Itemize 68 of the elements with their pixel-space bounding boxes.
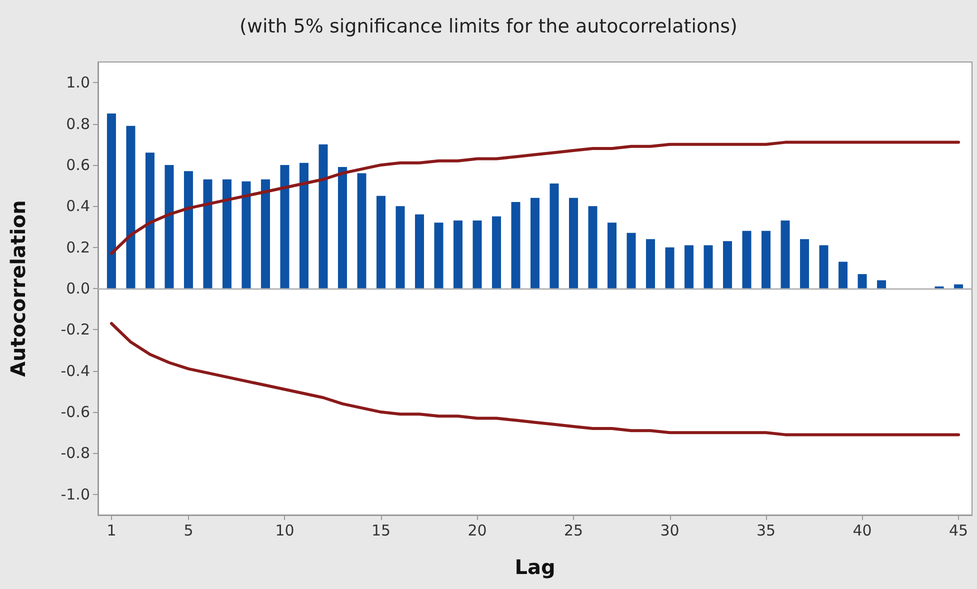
bar: [453, 220, 462, 288]
bar: [260, 179, 270, 288]
bar: [203, 179, 212, 288]
bar: [472, 220, 482, 288]
bar: [376, 196, 386, 288]
bar: [954, 284, 964, 288]
x-tick-label: 5: [184, 522, 194, 540]
x-tick-label: 25: [564, 522, 584, 540]
y-tick-label: -0.6: [60, 403, 90, 422]
bar: [742, 230, 752, 288]
bar: [492, 216, 501, 288]
bar: [184, 171, 193, 288]
bar: [608, 222, 617, 288]
bar: [530, 198, 540, 288]
chart-title: (with 5% significance limits for the autocorrelations): [240, 16, 738, 38]
bar: [569, 198, 578, 288]
bar: [819, 245, 828, 288]
y-tick-label: 0.4: [66, 197, 90, 216]
x-tick-label: 45: [948, 522, 968, 540]
bar: [646, 239, 656, 288]
bar: [511, 202, 520, 288]
bar: [434, 222, 444, 288]
bar: [780, 220, 790, 288]
bar: [684, 245, 694, 288]
y-tick-label: -0.8: [60, 444, 90, 462]
x-tick-label: 30: [660, 522, 680, 540]
bar: [762, 230, 771, 288]
bar: [550, 183, 559, 288]
bar: [838, 262, 848, 288]
bar: [588, 206, 598, 288]
x-tick-label: 35: [756, 522, 776, 540]
bar: [338, 167, 347, 288]
line-series: [110, 322, 960, 436]
bar: [877, 280, 886, 288]
bar: [222, 179, 232, 288]
x-axis-title: Lag: [514, 555, 556, 579]
bar: [414, 214, 424, 288]
bar: [145, 152, 154, 288]
line-series: [110, 140, 960, 255]
bar: [164, 164, 174, 288]
x-tick-label: 10: [275, 522, 294, 540]
y-tick-label: 0.0: [66, 280, 90, 298]
y-tick-label: 0.2: [66, 238, 90, 256]
bar: [626, 232, 636, 288]
bar: [723, 241, 732, 288]
x-tick-label: 20: [468, 522, 487, 540]
y-tick-label: 1.0: [66, 74, 90, 92]
bar: [396, 206, 405, 288]
y-tick-label: -0.2: [60, 320, 90, 339]
bar: [318, 144, 328, 288]
x-tick-label: 1: [106, 522, 116, 540]
bar: [800, 239, 810, 288]
y-tick-label: 0.6: [66, 156, 90, 174]
bar: [106, 113, 116, 288]
bar: [665, 247, 674, 288]
y-tick-label: 0.8: [66, 114, 90, 133]
bar: [858, 274, 867, 288]
bar: [357, 173, 366, 288]
bar: [280, 164, 290, 288]
x-tick-label: 15: [371, 522, 391, 540]
bar: [242, 181, 251, 288]
x-tick-label: 40: [852, 522, 872, 540]
bar: [126, 126, 136, 288]
y-axis-title: Autocorrelation: [6, 200, 30, 377]
y-tick-label: -1.0: [60, 485, 90, 504]
bar: [704, 245, 713, 288]
bar: [299, 162, 308, 288]
y-tick-label: -0.4: [60, 362, 90, 380]
